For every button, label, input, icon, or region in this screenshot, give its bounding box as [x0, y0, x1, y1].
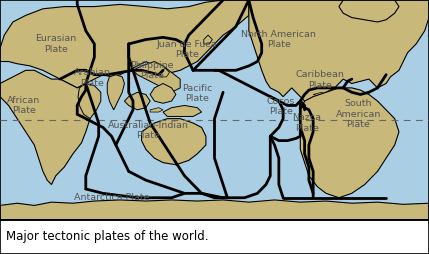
- Text: Eurasian
Plate: Eurasian Plate: [35, 34, 76, 54]
- Polygon shape: [150, 108, 163, 112]
- Polygon shape: [0, 200, 429, 220]
- Text: Nazca
Plate: Nazca Plate: [292, 113, 321, 133]
- Text: Australian-Indian
Plate: Australian-Indian Plate: [108, 121, 188, 140]
- Polygon shape: [161, 68, 169, 77]
- Polygon shape: [163, 105, 202, 116]
- Polygon shape: [124, 92, 150, 110]
- FancyBboxPatch shape: [0, 220, 429, 254]
- Text: Major tectonic plates of the world.: Major tectonic plates of the world.: [6, 230, 209, 243]
- Text: Cocos
Plate: Cocos Plate: [267, 97, 295, 116]
- Polygon shape: [78, 84, 101, 119]
- Polygon shape: [204, 35, 212, 44]
- Text: Arabian
Plate: Arabian Plate: [74, 68, 111, 88]
- Text: Caribbean
Plate: Caribbean Plate: [295, 71, 344, 90]
- Polygon shape: [339, 0, 399, 22]
- Text: South
American
Plate: South American Plate: [335, 99, 381, 129]
- Text: North American
Plate: North American Plate: [242, 30, 316, 49]
- Text: African
Plate: African Plate: [7, 96, 40, 115]
- Polygon shape: [150, 84, 176, 103]
- Text: Pacific
Plate: Pacific Plate: [182, 84, 212, 103]
- Polygon shape: [300, 88, 399, 198]
- Text: Juan de Fuca
Plate: Juan de Fuca Plate: [156, 40, 217, 59]
- Polygon shape: [249, 0, 429, 105]
- Text: Antarctica Plate: Antarctica Plate: [74, 193, 149, 202]
- Polygon shape: [133, 61, 180, 92]
- Text: Philppine
Plate: Philppine Plate: [130, 61, 174, 80]
- Polygon shape: [0, 0, 249, 88]
- Polygon shape: [0, 70, 90, 185]
- Polygon shape: [313, 92, 326, 97]
- Polygon shape: [309, 97, 317, 105]
- Polygon shape: [142, 119, 206, 165]
- Polygon shape: [107, 75, 124, 110]
